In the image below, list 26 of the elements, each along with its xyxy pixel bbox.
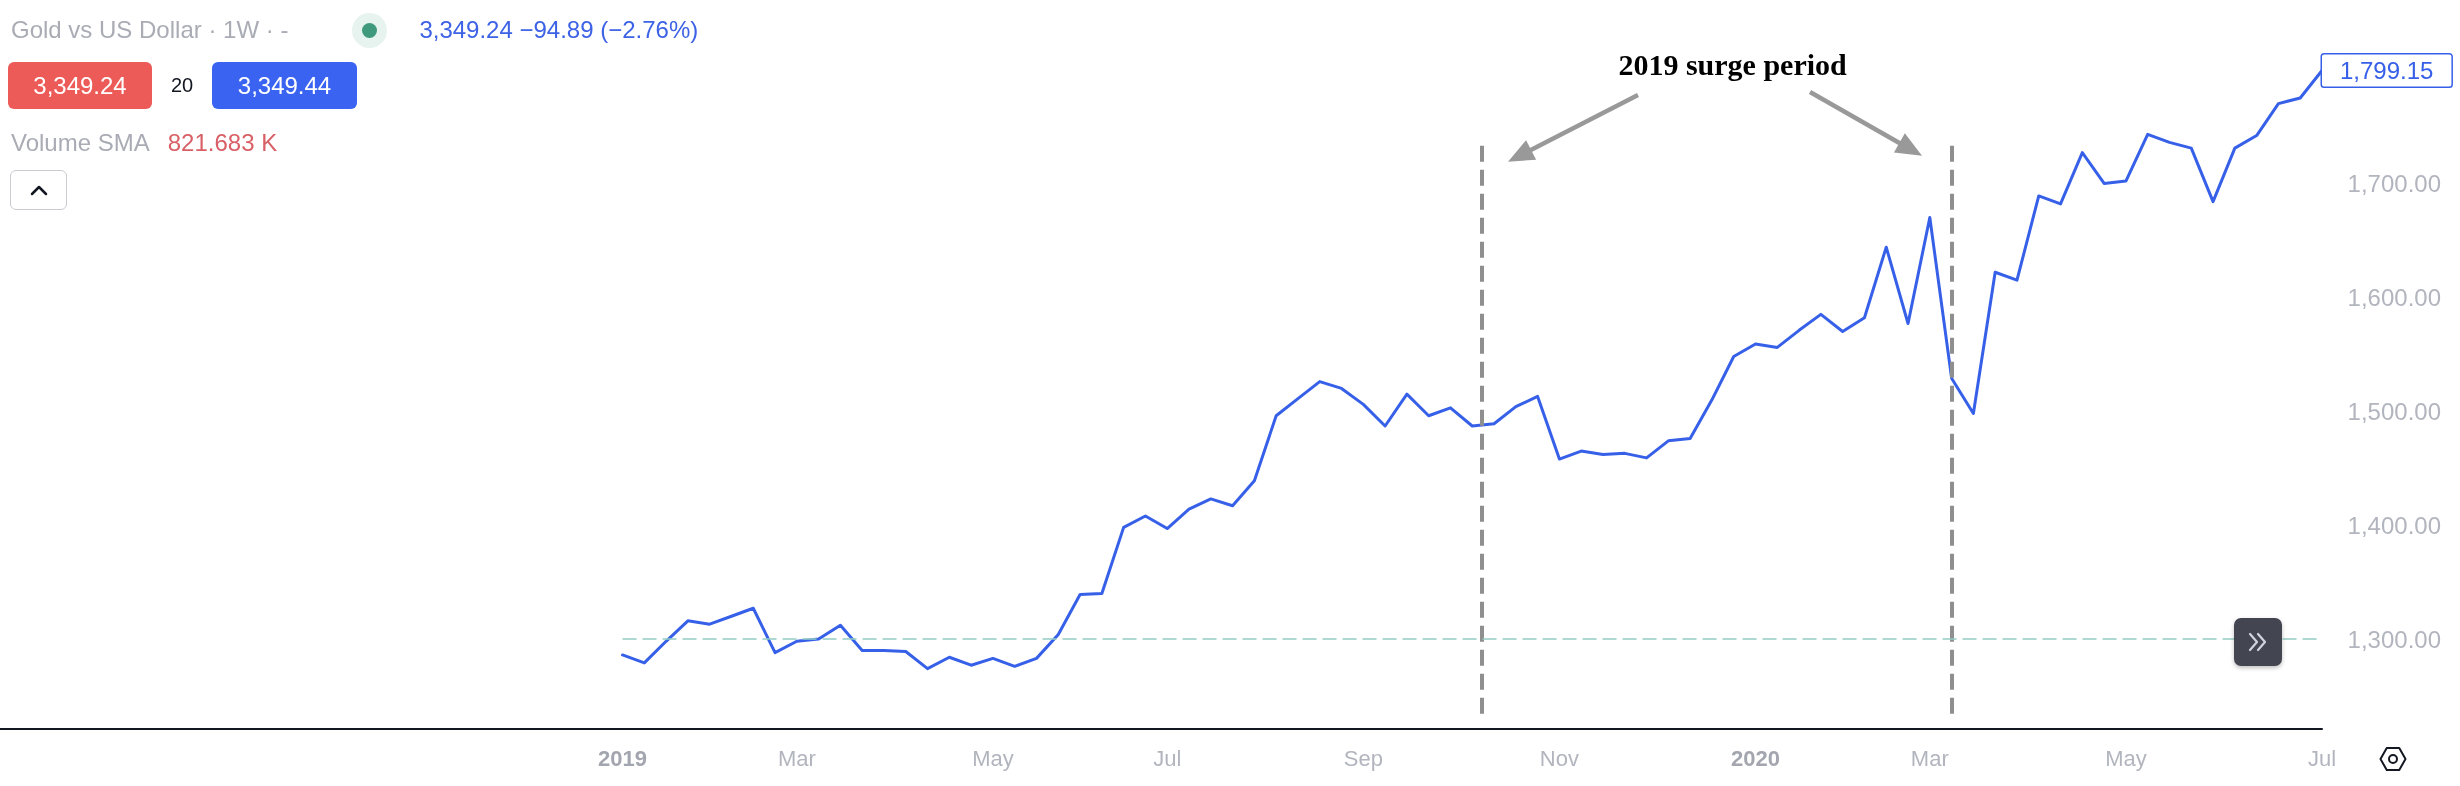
x-tick-label: Mar — [777, 745, 816, 771]
annotation: 3,349.44 — [237, 71, 332, 100]
data-label: 1,799.15 — [2340, 56, 2434, 84]
x-tick-label: May — [972, 745, 1014, 771]
text: 3,349.24 −94.89 (−2.76%) — [419, 15, 699, 45]
x-tick-label: Nov — [1539, 745, 1579, 771]
annotation: 20 — [169, 74, 195, 97]
y-tick-label: 1,400.00 — [2347, 511, 2441, 539]
x-tick-label: May — [2105, 745, 2147, 771]
text: Gold vs US Dollar · 1W · - — [11, 15, 289, 45]
x-tick-label: Sep — [1343, 745, 1383, 771]
y-tick-label: 1,500.00 — [2347, 397, 2441, 425]
annotation: 2019 surge period — [1618, 47, 1847, 83]
x-tick-label: 2020 — [1731, 745, 1780, 771]
annotation: 3,349.24 — [33, 71, 127, 100]
y-tick-label: 1,700.00 — [2347, 169, 2441, 197]
price-button: 3,349.44 — [212, 62, 357, 109]
y-tick-label: 1,300.00 — [2347, 625, 2441, 653]
annotation: 821.683 K — [167, 129, 278, 157]
y-tick-label: 1,600.00 — [2347, 283, 2441, 311]
x-tick-label: 2019 — [598, 745, 647, 771]
annotation: Volume SMA — [11, 129, 150, 157]
x-tick-label: Jul — [2307, 745, 2337, 771]
price-button: 3,349.24 — [8, 62, 152, 109]
x-tick-label: Jul — [1153, 745, 1182, 771]
x-tick-label: Mar — [1910, 745, 1949, 771]
